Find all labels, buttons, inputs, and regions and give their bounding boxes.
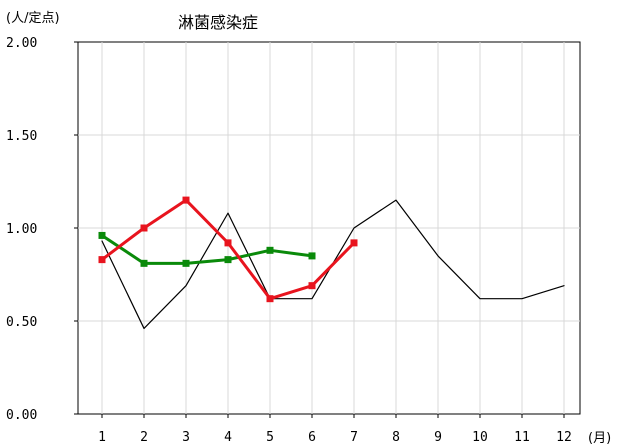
y-tick-label: 0.50	[6, 315, 37, 330]
series-2-point	[224, 256, 232, 264]
series-3-point	[308, 282, 316, 290]
series-3-point	[350, 239, 358, 247]
x-tick-label: 3	[182, 430, 190, 445]
x-tick-label: 6	[308, 430, 316, 445]
x-tick-label: 9	[434, 430, 442, 445]
y-tick-label: 1.50	[6, 129, 37, 144]
y-axis-label: (人/定点)	[6, 11, 60, 26]
x-tick-label: 5	[266, 430, 274, 445]
x-tick-label: 11	[514, 430, 530, 445]
x-axis-unit-label: (月)	[588, 431, 611, 446]
series-2-point	[98, 231, 106, 239]
x-tick-label: 4	[224, 430, 232, 445]
x-tick-label: 2	[140, 430, 148, 445]
series-2-point	[266, 246, 274, 254]
series-3-point	[224, 239, 232, 247]
series-layer	[98, 196, 565, 330]
series-3-point	[140, 224, 148, 232]
x-tick-label: 12	[556, 430, 572, 445]
y-tick-label: 1.00	[6, 222, 37, 237]
series-3-point	[182, 196, 190, 204]
series-2-point	[308, 252, 316, 260]
series-2-line	[100, 233, 314, 265]
y-tick-label: 0.00	[6, 408, 37, 423]
series-2-point	[182, 259, 190, 267]
y-tick-label: 2.00	[6, 36, 37, 51]
x-tick-label: 7	[350, 430, 358, 445]
series-3-point	[266, 295, 274, 303]
series-3-point	[98, 256, 106, 264]
x-tick-label: 8	[392, 430, 400, 445]
x-tick-label: 1	[98, 430, 106, 445]
series-2-point	[140, 259, 148, 267]
chart-title: 淋菌感染症	[178, 13, 258, 32]
tick-layer: 1 2 3 4 5 6 7 8 9 10 11 120.000.501.001.502.00	[6, 36, 572, 445]
grid-layer	[78, 42, 580, 414]
x-tick-label: 10	[472, 430, 488, 445]
